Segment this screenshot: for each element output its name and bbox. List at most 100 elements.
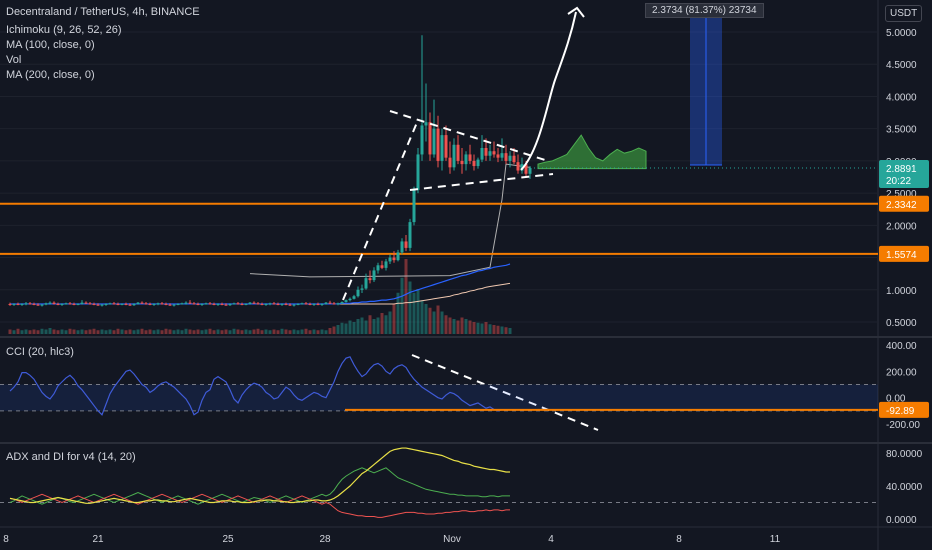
candle-body (412, 189, 416, 223)
trendline-flag-bottom (409, 173, 554, 191)
adx-line (9, 447, 510, 504)
volume-bar (312, 329, 316, 334)
candle-body (244, 303, 248, 305)
volume-bar (376, 317, 380, 334)
candle-body (44, 303, 48, 305)
volume-bar (476, 322, 480, 334)
cci-value-tag (879, 401, 929, 418)
time-tick-label: 8 (3, 534, 9, 545)
currency-selector[interactable]: USDT (885, 5, 923, 22)
volume-bar (324, 330, 328, 334)
price-tick-label: 2.5000 (886, 189, 917, 200)
candle-body (440, 135, 444, 161)
volume-bar (348, 320, 352, 334)
cci-pane-label[interactable]: CCI (20, hlc3) (6, 346, 74, 358)
ma100-line (10, 263, 511, 305)
di-plus-line (9, 467, 510, 505)
candle-body (484, 148, 488, 156)
candle-body (476, 159, 480, 167)
candle-body (360, 288, 364, 290)
candle-body (304, 303, 308, 305)
volume-bar (384, 315, 388, 334)
volume-bar (296, 330, 300, 334)
volume-bar (176, 329, 180, 334)
volume-bar (52, 329, 56, 334)
candle-body (48, 302, 52, 304)
candle-body (480, 148, 484, 160)
indicator-ichimoku[interactable]: Ichimoku (9, 26, 52, 26) (6, 24, 122, 36)
ma200-line (10, 282, 511, 305)
volume-bar (272, 329, 276, 334)
volume-bar (428, 307, 432, 334)
volume-bar (288, 330, 292, 334)
candle-body (72, 303, 76, 305)
candle-body (184, 302, 188, 304)
candle-body (500, 153, 504, 158)
indicator-ma200[interactable]: MA (200, close, 0) (6, 69, 95, 81)
candle-body (420, 125, 424, 155)
volume-bar (240, 330, 244, 334)
volume-bar (464, 319, 468, 334)
volume-bar (144, 330, 148, 334)
adx-tick-label: 80.0000 (886, 449, 923, 460)
candle-body (324, 302, 328, 304)
volume-bar (388, 311, 392, 334)
volume-bar (16, 328, 20, 334)
candle-body (300, 303, 304, 305)
volume-bar (104, 330, 108, 334)
candle-body (452, 144, 456, 168)
volume-bar (260, 330, 264, 334)
volume-bar (100, 329, 104, 334)
candle-body (408, 222, 412, 248)
adx-pane-label[interactable]: ADX and DI for v4 (14, 20) (6, 451, 136, 463)
candle-body (424, 122, 428, 126)
price-tick-label: 1.0000 (886, 286, 917, 297)
candle-body (104, 303, 108, 305)
volume-bar (160, 330, 164, 334)
volume-bar (92, 328, 96, 334)
volume-bar (252, 329, 256, 334)
candle-body (392, 257, 396, 261)
candle-body (212, 303, 216, 305)
volume-bar (416, 289, 420, 334)
candle-body (260, 303, 264, 305)
candle-body (20, 303, 24, 305)
volume-bar (184, 328, 188, 334)
candle-body (340, 302, 344, 304)
volume-bar (200, 330, 204, 334)
volume-bar (64, 330, 68, 334)
candle-body (172, 304, 176, 306)
volume-bar (316, 330, 320, 334)
volume-bar (192, 330, 196, 334)
candle-body (180, 303, 184, 305)
candle-body (328, 302, 332, 304)
candle-body (296, 303, 300, 305)
candle-body (488, 151, 492, 156)
cci-line (9, 356, 510, 416)
volume-bar (56, 330, 60, 334)
candle-body (16, 303, 20, 305)
volume-bar (256, 328, 260, 334)
candle-body (96, 304, 100, 306)
indicator-ma100[interactable]: MA (100, close, 0) (6, 39, 95, 51)
volume-bar (96, 330, 100, 334)
indicator-vol[interactable]: Vol (6, 54, 22, 66)
volume-bar (168, 329, 172, 334)
volume-bar (40, 328, 44, 334)
volume-bar (48, 328, 52, 334)
volume-bar (236, 329, 240, 334)
volume-bar (304, 328, 308, 334)
candle-body (368, 278, 372, 281)
volume-bar (280, 328, 284, 334)
volume-bar (248, 330, 252, 334)
volume-bar (368, 315, 372, 334)
level-tag-high-text: 2.3342 (886, 200, 917, 211)
volume-bar (372, 319, 376, 334)
volume-bar (336, 325, 340, 334)
volume-bar (228, 330, 232, 334)
symbol-title[interactable]: Decentraland / TetherUS, 4h, BINANCE (6, 6, 200, 18)
candle-body (520, 164, 524, 171)
candle-body (152, 303, 156, 305)
